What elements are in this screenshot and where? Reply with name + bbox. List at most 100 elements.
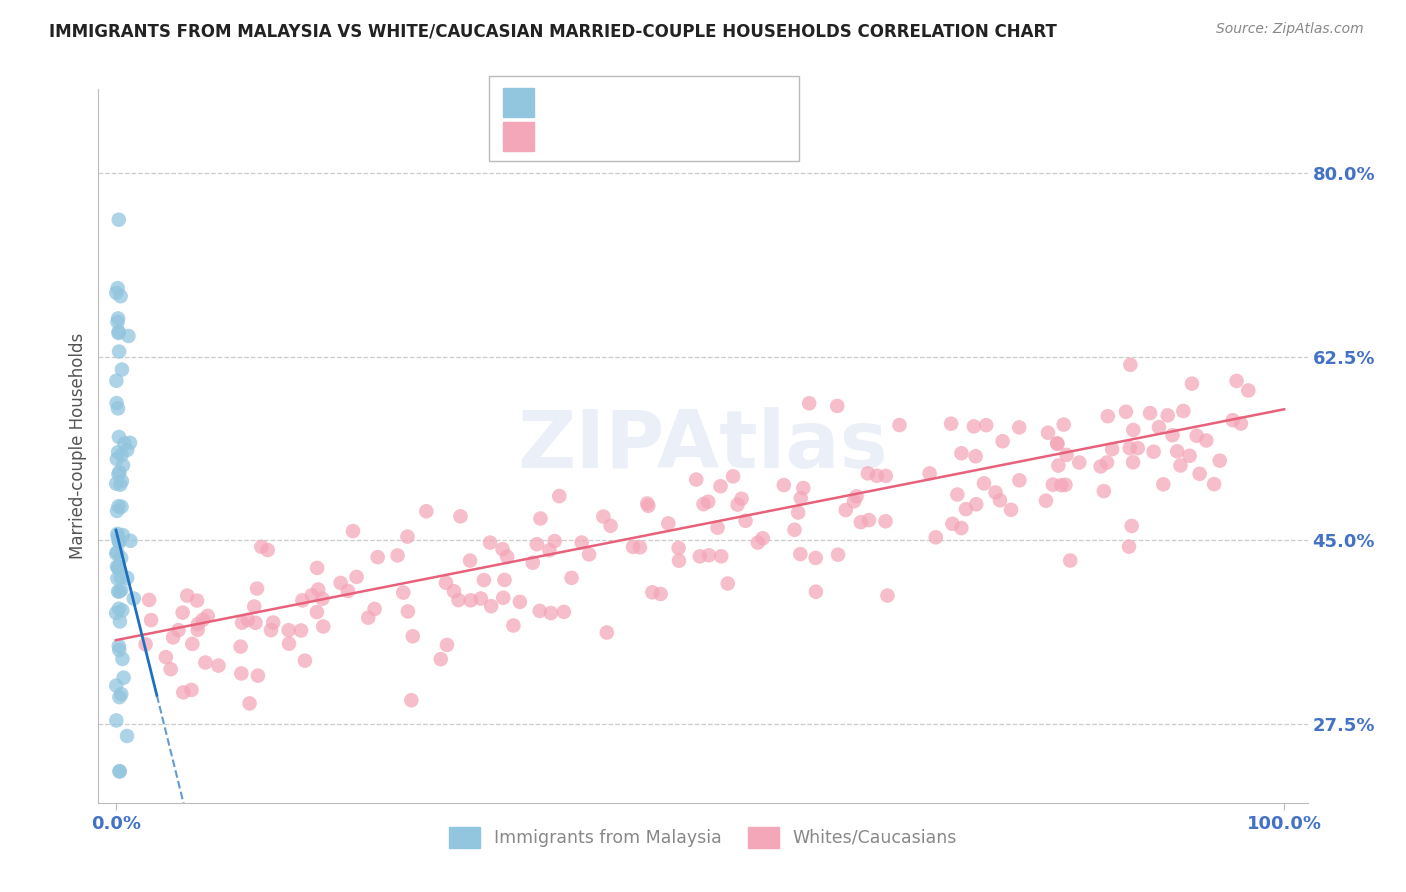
Whites/Caucasians (1122, 423, 1144, 437)
Whites/Caucasians (1188, 467, 1211, 481)
Whites/Caucasians (447, 593, 470, 607)
Immigrants from Malaysia (108, 601, 131, 615)
Whites/Caucasians (1035, 493, 1057, 508)
Whites/Caucasians (479, 535, 502, 549)
Text: Source: ZipAtlas.com: Source: ZipAtlas.com (1216, 22, 1364, 37)
Whites/Caucasians (955, 502, 977, 516)
Whites/Caucasians (787, 506, 810, 520)
Whites/Caucasians (876, 589, 898, 603)
Immigrants from Malaysia (105, 679, 128, 693)
Whites/Caucasians (941, 516, 963, 531)
Y-axis label: Married-couple Households: Married-couple Households (69, 333, 87, 559)
Whites/Caucasians (963, 419, 986, 434)
Whites/Caucasians (697, 548, 720, 562)
Whites/Caucasians (329, 575, 352, 590)
Whites/Caucasians (260, 623, 283, 637)
Whites/Caucasians (1195, 434, 1218, 448)
Whites/Caucasians (1166, 444, 1188, 458)
Whites/Caucasians (1056, 448, 1078, 462)
Whites/Caucasians (1119, 358, 1142, 372)
Whites/Caucasians (256, 543, 278, 558)
Whites/Caucasians (429, 652, 451, 666)
Whites/Caucasians (159, 662, 181, 676)
Immigrants from Malaysia (111, 474, 134, 488)
Whites/Caucasians (1204, 477, 1226, 491)
Whites/Caucasians (1115, 405, 1137, 419)
Immigrants from Malaysia (105, 559, 128, 574)
Whites/Caucasians (305, 605, 328, 619)
Whites/Caucasians (1097, 409, 1119, 424)
Whites/Caucasians (458, 553, 481, 567)
Whites/Caucasians (246, 582, 269, 596)
Immigrants from Malaysia (108, 344, 131, 359)
Whites/Caucasians (790, 491, 813, 506)
Immigrants from Malaysia (108, 639, 131, 653)
Whites/Caucasians (357, 610, 380, 624)
Immigrants from Malaysia (117, 329, 139, 343)
Whites/Caucasians (1118, 441, 1140, 455)
Whites/Caucasians (387, 549, 409, 563)
Whites/Caucasians (186, 593, 208, 607)
Immigrants from Malaysia (105, 374, 128, 388)
Immigrants from Malaysia (108, 584, 131, 599)
Whites/Caucasians (1059, 553, 1081, 567)
Whites/Caucasians (229, 640, 252, 654)
Text: R =: R = (543, 128, 582, 145)
Whites/Caucasians (1008, 420, 1031, 434)
Whites/Caucasians (804, 550, 827, 565)
Whites/Caucasians (162, 631, 184, 645)
Whites/Caucasians (1225, 374, 1247, 388)
Immigrants from Malaysia (108, 690, 131, 705)
Whites/Caucasians (621, 540, 644, 554)
Whites/Caucasians (396, 604, 419, 618)
Whites/Caucasians (502, 618, 524, 632)
Immigrants from Malaysia (111, 362, 134, 376)
Immigrants from Malaysia (115, 571, 138, 585)
Whites/Caucasians (1046, 436, 1069, 450)
Whites/Caucasians (402, 629, 425, 643)
Whites/Caucasians (291, 593, 314, 607)
Immigrants from Malaysia (108, 430, 131, 444)
Text: R =: R = (543, 94, 582, 112)
Whites/Caucasians (290, 624, 312, 638)
Whites/Caucasians (367, 550, 389, 565)
Text: ZIPAtlas: ZIPAtlas (517, 407, 889, 485)
Whites/Caucasians (307, 561, 329, 575)
Immigrants from Malaysia (107, 572, 129, 586)
Immigrants from Malaysia (111, 603, 134, 617)
Whites/Caucasians (172, 685, 194, 699)
Whites/Caucasians (734, 514, 756, 528)
Whites/Caucasians (1170, 458, 1192, 473)
Whites/Caucasians (1008, 473, 1031, 487)
Whites/Caucasians (973, 476, 995, 491)
Immigrants from Malaysia (114, 436, 136, 450)
Whites/Caucasians (1122, 455, 1144, 469)
Whites/Caucasians (950, 446, 973, 460)
Immigrants from Malaysia (108, 764, 131, 779)
Immigrants from Malaysia (105, 476, 128, 491)
Whites/Caucasians (685, 473, 707, 487)
Immigrants from Malaysia (105, 714, 128, 728)
Whites/Caucasians (856, 467, 879, 481)
Whites/Caucasians (1185, 429, 1208, 443)
Whites/Caucasians (479, 599, 502, 614)
Whites/Caucasians (710, 549, 733, 564)
Whites/Caucasians (1042, 477, 1064, 491)
Whites/Caucasians (875, 469, 897, 483)
Whites/Caucasians (1143, 444, 1166, 458)
Whites/Caucasians (789, 547, 811, 561)
Whites/Caucasians (668, 541, 690, 555)
Immigrants from Malaysia (111, 528, 134, 542)
Whites/Caucasians (1069, 455, 1091, 469)
Immigrants from Malaysia (105, 396, 128, 410)
Whites/Caucasians (1046, 437, 1069, 451)
Immigrants from Malaysia (105, 547, 128, 561)
Whites/Caucasians (657, 516, 679, 531)
Whites/Caucasians (1090, 459, 1112, 474)
Immigrants from Malaysia (115, 442, 138, 457)
Whites/Caucasians (496, 549, 519, 564)
Whites/Caucasians (207, 658, 229, 673)
Immigrants from Malaysia (110, 500, 132, 514)
Immigrants from Malaysia (110, 571, 132, 585)
Whites/Caucasians (392, 585, 415, 599)
